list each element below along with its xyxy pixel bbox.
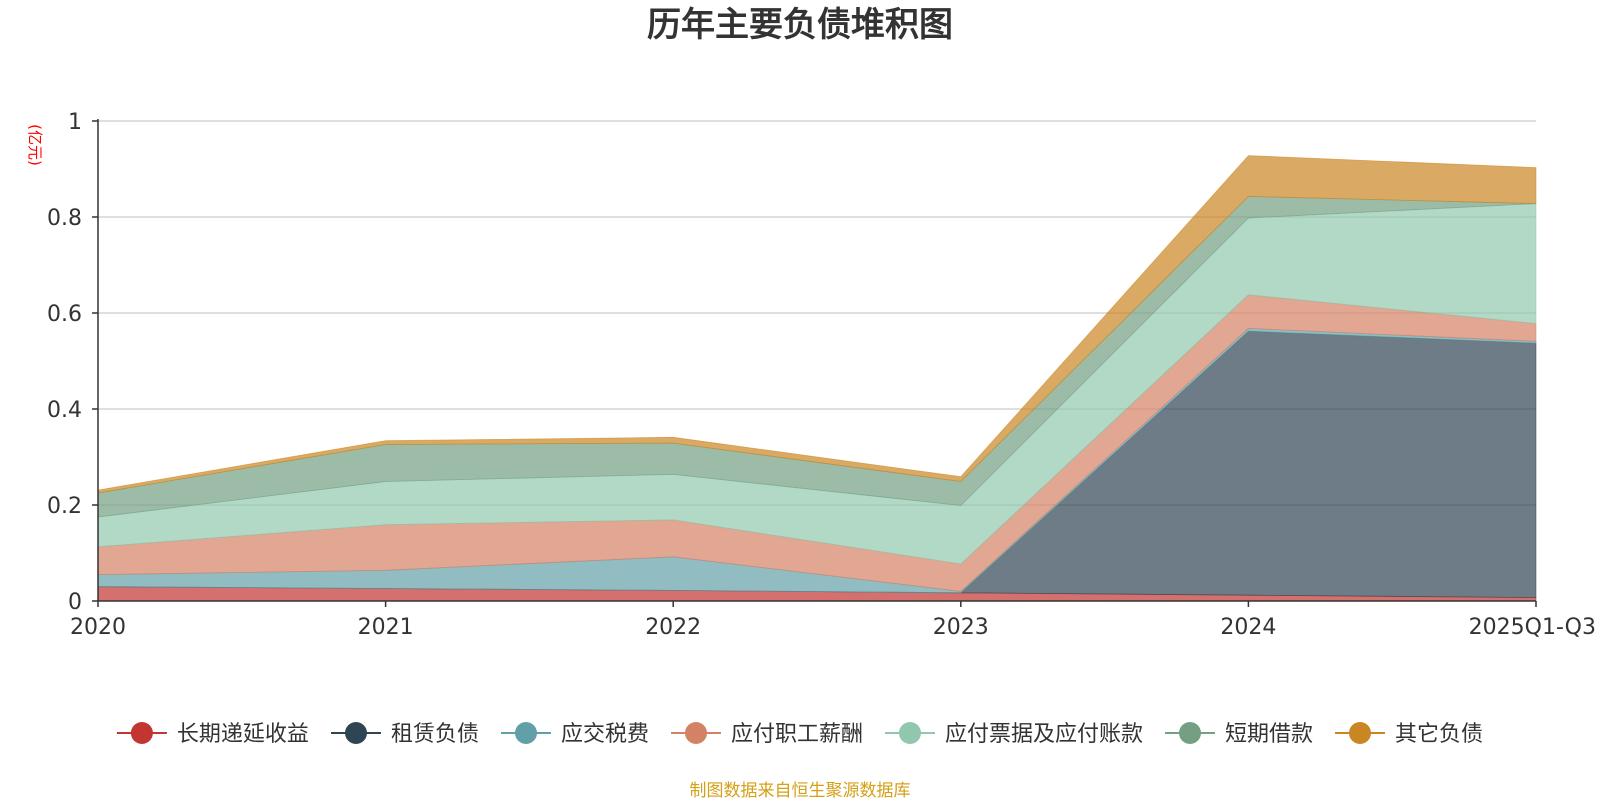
y-tick-label: 0.6	[47, 302, 82, 327]
y-tick-label: 0.2	[47, 494, 82, 519]
legend-marker	[1179, 722, 1201, 744]
x-tick-label: 2025Q1-Q3	[1469, 615, 1596, 640]
y-tick-label: 0.4	[47, 398, 82, 423]
x-tick-label: 2022	[645, 615, 701, 640]
chart-title: 历年主要负债堆积图	[647, 5, 953, 45]
y-tick-label: 1	[68, 110, 82, 135]
legend-item[interactable]: 应付票据及应付账款	[885, 722, 1143, 747]
y-tick-label: 0	[68, 590, 82, 615]
legend-item[interactable]: 长期递延收益	[116, 722, 309, 747]
x-tick-label: 2024	[1220, 615, 1276, 640]
series-areas	[97, 155, 1537, 602]
legend-marker	[685, 722, 707, 744]
legend-label: 长期递延收益	[177, 722, 309, 747]
axes: 0 0.2 0.4 0.6 0.8 1 2020 2021 2022 2023 2024 2025Q1…	[47, 110, 1596, 640]
legend-item[interactable]: 租赁负债	[331, 722, 479, 747]
legend: 长期递延收益 租赁负债 应交税费 应付职工薪酬 应付票据及应付账款 短期借款 其它负债	[116, 722, 1483, 747]
legend-label: 短期借款	[1225, 722, 1313, 747]
legend-item[interactable]: 其它负债	[1335, 722, 1483, 747]
legend-item[interactable]: 应付职工薪酬	[671, 722, 863, 747]
legend-item[interactable]: 短期借款	[1165, 722, 1313, 747]
legend-label: 应付票据及应付账款	[945, 722, 1143, 747]
x-tick-label: 2023	[933, 615, 989, 640]
x-tick-label: 2020	[70, 615, 126, 640]
y-axis-unit-label: (亿元)	[26, 124, 44, 166]
y-tick-label: 0.8	[47, 206, 82, 231]
legend-marker	[345, 722, 367, 744]
legend-label: 应交税费	[561, 722, 649, 747]
legend-label: 其它负债	[1395, 722, 1483, 747]
legend-marker	[515, 722, 537, 744]
legend-marker	[899, 722, 921, 744]
legend-marker	[1349, 722, 1371, 744]
legend-item[interactable]: 应交税费	[501, 722, 649, 747]
data-source-note: 制图数据来自恒生聚源数据库	[690, 781, 911, 800]
legend-marker	[130, 722, 153, 744]
legend-label: 租赁负债	[391, 722, 479, 747]
area-其它负债	[97, 155, 1537, 494]
x-tick-label: 2021	[358, 615, 414, 640]
legend-label: 应付职工薪酬	[731, 722, 863, 747]
